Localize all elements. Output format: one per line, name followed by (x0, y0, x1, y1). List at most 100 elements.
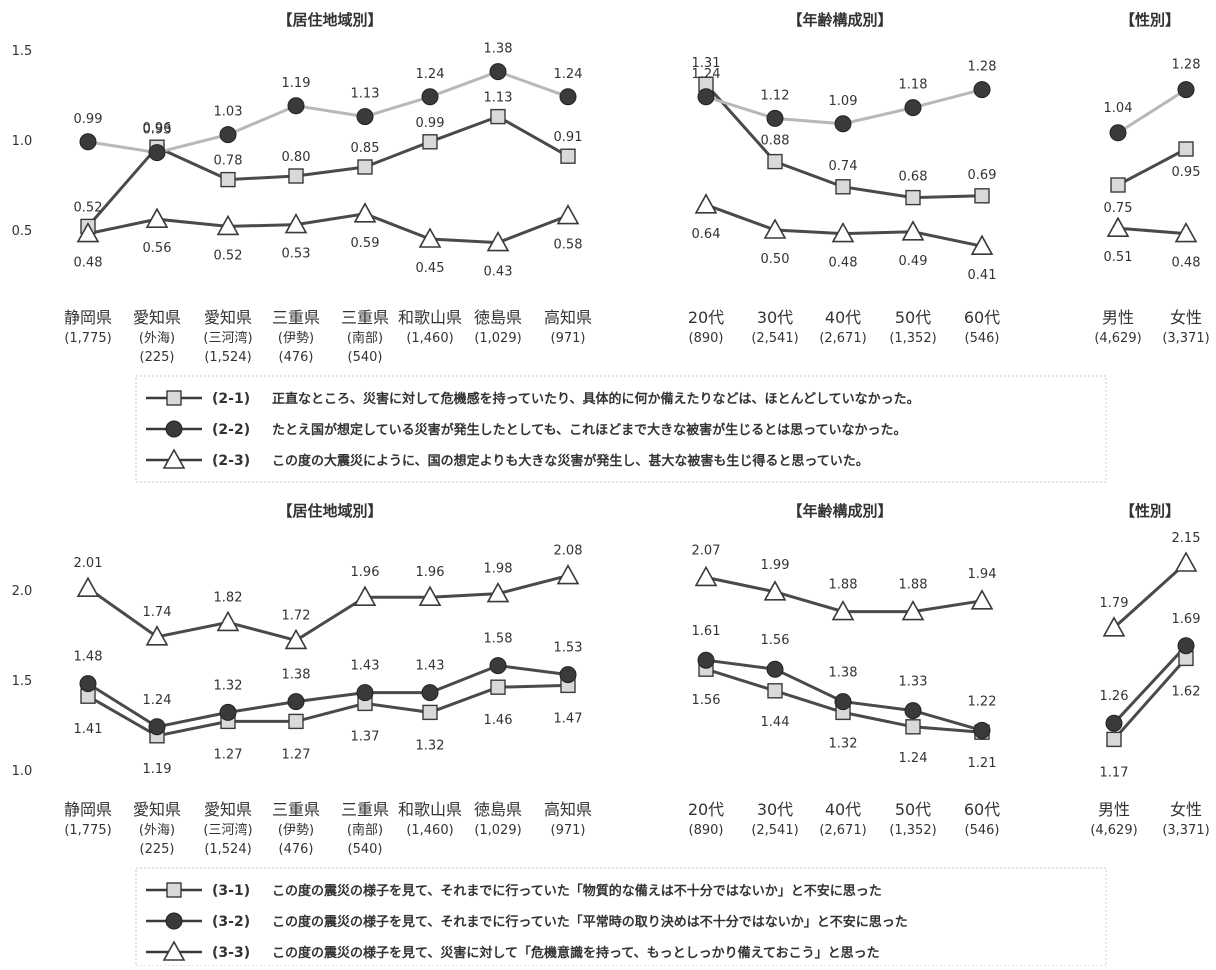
data-point-triangle (216, 610, 240, 632)
chart-title: 【年齢構成別】 (787, 502, 892, 520)
data-point-triangle (970, 589, 994, 610)
data-point-circle (489, 63, 507, 81)
data-label: 1.28 (1172, 58, 1201, 73)
x-category-sublabel: (南部) (347, 822, 383, 838)
x-category-sublabel: (1,352) (889, 823, 936, 838)
x-category-label: 徳島県 (474, 308, 522, 327)
legend-code: (2-1) (212, 391, 250, 407)
x-category-sublabel: (971) (551, 331, 586, 346)
data-point-triangle (486, 230, 510, 252)
x-category-sublabel: (外海) (139, 331, 175, 346)
data-label: 1.82 (214, 590, 243, 605)
data-label: 1.62 (1172, 684, 1201, 699)
data-point-circle (904, 702, 922, 720)
x-category-label: 男性 (1102, 308, 1134, 327)
y-tick-label: 0.5 (12, 224, 33, 239)
data-point-square (767, 683, 783, 699)
x-category-sublabel: (890) (689, 823, 724, 838)
x-category-label: 30代 (757, 308, 793, 327)
x-category-sublabel: (1,524) (204, 350, 251, 365)
data-label: 1.99 (761, 558, 790, 573)
chart-panel-2: 【年齢構成別】 20代 (890) 30代 (2,541) 40代 (2,671) 50代 (1… (688, 11, 1000, 346)
x-category-sublabel: (225) (140, 350, 175, 365)
data-label: 0.45 (416, 261, 445, 276)
data-point-square (220, 171, 236, 188)
x-category-sublabel: (南部) (347, 330, 383, 346)
data-label: 1.48 (74, 650, 103, 665)
data-point-square (288, 168, 304, 184)
data-point-triangle (763, 218, 787, 239)
x-category-label: 60代 (964, 800, 1000, 819)
data-point-circle (697, 651, 715, 669)
series-line-triangle (1112, 561, 1188, 629)
y-tick-label: 1.0 (12, 764, 33, 779)
x-category-label: 三重県 (272, 800, 320, 819)
x-category-sublabel: (546) (965, 823, 1000, 838)
data-point-triangle (486, 581, 510, 603)
legend-code: (3-1) (212, 883, 250, 899)
data-point-square (490, 108, 506, 125)
x-category-label: 三重県 (341, 800, 389, 819)
series-line-circle (87, 70, 569, 155)
data-point-circle (1177, 81, 1195, 99)
data-point-square (905, 189, 921, 206)
data-label: 0.99 (416, 116, 445, 131)
series-line-circle (1117, 88, 1187, 135)
data-label: 1.43 (416, 659, 445, 674)
data-label: 1.47 (554, 711, 583, 726)
x-category-label: 和歌山県 (398, 308, 462, 327)
data-label: 1.46 (484, 713, 513, 728)
data-point-square (835, 179, 851, 195)
data-label: 1.96 (416, 565, 445, 580)
data-label: 0.53 (282, 247, 311, 262)
data-point-triangle (694, 193, 718, 214)
y-tick-label: 1.5 (12, 44, 33, 59)
legend-text: この度の震災の様子を見て、災害に対して「危機意識を持って、もっとしっかり備えてお… (272, 945, 880, 961)
data-point-triangle (1174, 221, 1198, 243)
data-label: 0.52 (74, 200, 103, 215)
data-label: 1.13 (351, 87, 380, 102)
data-label: 1.37 (351, 729, 380, 744)
legend-marker-circle (165, 420, 183, 438)
data-label: 0.91 (554, 130, 583, 145)
data-point-triangle (901, 599, 925, 621)
data-label: 0.56 (143, 241, 172, 256)
legend-code: (3-3) (212, 945, 250, 961)
chart-title: 【居住地域別】 (277, 11, 382, 29)
data-point-square (974, 188, 990, 204)
chart-panel-4: 【居住地域別】 2.0 1.5 1.0 静岡県 (1,775) 愛知県 (外海) (225) 愛知… (12, 502, 592, 857)
x-category-label: 40代 (825, 308, 861, 327)
x-category-label: 女性 (1170, 308, 1202, 327)
data-point-circle (79, 133, 97, 151)
data-point-triangle (694, 565, 718, 587)
data-point-circle (287, 97, 305, 115)
legend-code: (2-3) (212, 453, 250, 469)
data-label: 1.38 (282, 668, 311, 683)
x-category-sublabel: (476) (279, 842, 314, 857)
x-category-sublabel: (2,541) (751, 823, 798, 838)
data-label: 1.98 (484, 562, 513, 577)
series-line-square (1112, 657, 1188, 741)
data-label: 1.24 (899, 751, 928, 766)
x-category-label: 30代 (757, 800, 793, 819)
data-label: 1.53 (554, 641, 583, 656)
data-point-triangle (1106, 216, 1130, 237)
chart-title: 【性別】 (1120, 11, 1180, 29)
data-label: 1.27 (214, 747, 243, 762)
data-label: 1.43 (351, 659, 380, 674)
data-label: 0.69 (968, 168, 997, 183)
data-point-square (905, 719, 921, 735)
data-point-triangle (901, 220, 925, 241)
data-label: 1.79 (1100, 596, 1129, 611)
data-point-triangle (556, 203, 580, 225)
legend-text: 正直なところ、災害に対して危機感を持っていたり、具体的に何か備えたりなどは、ほと… (272, 391, 920, 407)
data-point-square (422, 134, 438, 150)
data-point-triangle (763, 580, 787, 601)
data-point-triangle (216, 214, 240, 236)
data-label: 1.24 (416, 67, 445, 82)
x-category-sublabel: (伊勢) (278, 823, 314, 838)
data-label: 2.15 (1172, 531, 1201, 546)
legend-text: この度の震災の様子を見て、それまでに行っていた「物質的な備えは不十分ではないか」… (272, 883, 882, 899)
legend-marker-triangle (162, 940, 186, 961)
